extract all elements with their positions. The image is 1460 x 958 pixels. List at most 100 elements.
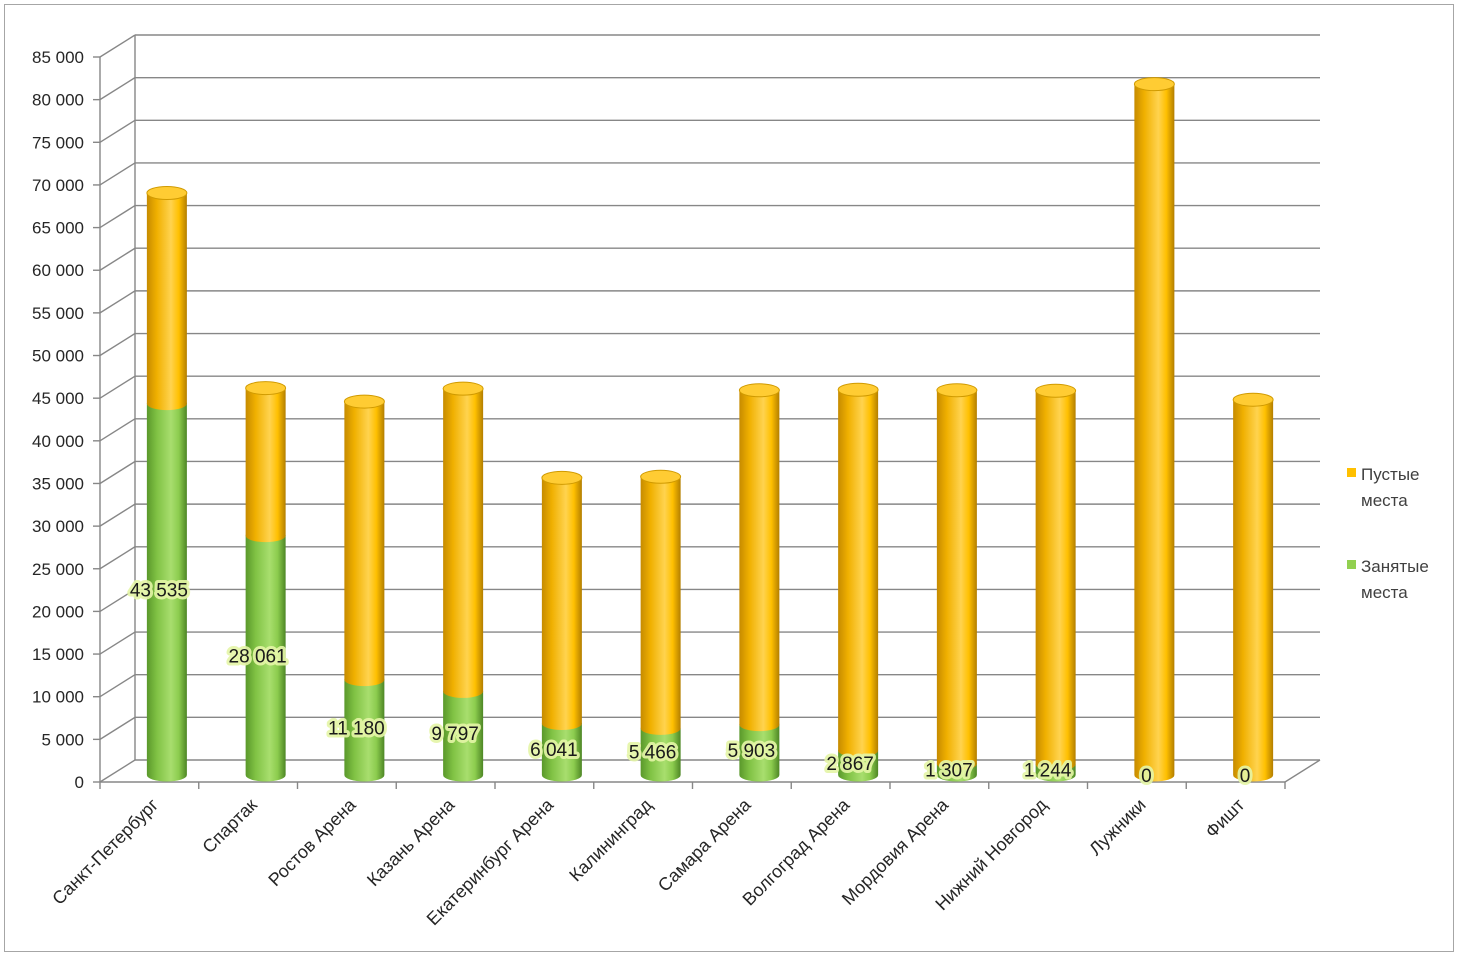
- category-label: Мордовия Арена: [838, 794, 953, 909]
- cylinder-6: [640, 469, 682, 782]
- cylinder-top-cap: [442, 381, 484, 396]
- side-wall-gridline: [99, 716, 136, 740]
- y-tick-label: 25 000: [32, 560, 84, 579]
- data-label: 6 041: [530, 740, 578, 761]
- y-tick-label: 80 000: [32, 91, 84, 110]
- side-wall-gridline: [99, 204, 136, 229]
- category-label: Калининград: [565, 794, 656, 885]
- side-wall-gridline: [99, 631, 136, 655]
- legend-item-empty-seats: Пустые места: [1347, 462, 1441, 514]
- side-wall-gridline: [99, 674, 136, 698]
- bar-segment-empty: [146, 186, 187, 411]
- data-labels: 43 535 28 061 11 180 9 797 6 041 5 466 5 903 2 …: [127, 577, 1254, 790]
- bar-segment-empty: [344, 395, 385, 687]
- y-tick-label: 55 000: [32, 304, 84, 323]
- cylinder-3: [343, 394, 385, 782]
- bar-segment-empty: [245, 381, 286, 543]
- floor-right-edge: [1284, 759, 1321, 783]
- category-label: Фишт: [1201, 795, 1248, 842]
- bar-segment-empty: [1134, 77, 1175, 782]
- y-tick-label: 0: [75, 773, 84, 792]
- legend-label-empty-seats: Пустые места: [1361, 465, 1420, 510]
- side-wall-gridline: [99, 247, 136, 271]
- legend-swatch-occupied-seats: [1347, 560, 1356, 569]
- cylinder-top-cap: [245, 381, 287, 396]
- y-tick-label: 5 000: [41, 730, 84, 749]
- cylinder-11: [1133, 77, 1175, 782]
- side-wall-gridline: [99, 162, 136, 186]
- cylinders: [146, 77, 1274, 782]
- data-label: 0: [1240, 766, 1251, 787]
- side-wall-gridline: [99, 290, 136, 314]
- category-label: Спартак: [198, 795, 261, 858]
- side-wall-gridline: [99, 119, 136, 143]
- data-label: 2 867: [826, 754, 874, 775]
- y-tick-label: 10 000: [32, 688, 84, 707]
- category-label: Казань Арена: [363, 794, 459, 890]
- cylinder-top-cap: [343, 394, 385, 409]
- y-axis-labels: 0 5 000 10 000 15 000 20 000 25 000 30 000 35 0…: [32, 48, 84, 792]
- cylinder-top-cap: [837, 382, 879, 397]
- y-tick-label: 60 000: [32, 261, 84, 280]
- y-tick-label: 50 000: [32, 347, 84, 366]
- side-wall-gridline: [99, 546, 136, 570]
- side-wall-gridline: [99, 34, 136, 58]
- y-tick-label: 30 000: [32, 517, 84, 536]
- y-tick-label: 75 000: [32, 133, 84, 152]
- cylinder-top-cap: [640, 469, 682, 484]
- category-label: Нижний Новгород: [931, 794, 1051, 914]
- y-tick-label: 45 000: [32, 389, 84, 408]
- cylinder-top-cap: [1035, 383, 1077, 398]
- cylinder-4: [442, 381, 484, 782]
- bar-segment-empty: [541, 471, 582, 730]
- cylinder-8: [837, 382, 879, 782]
- bar-segment-empty: [838, 383, 879, 758]
- cylinder-5: [541, 470, 583, 782]
- cylinder-2: [245, 381, 287, 782]
- data-label: 9 797: [431, 724, 479, 745]
- data-label: 1 244: [1024, 761, 1072, 782]
- cylinder-top-cap: [1232, 392, 1274, 407]
- cylinder-top-cap: [1133, 77, 1175, 92]
- y-tick-label: 85 000: [32, 48, 84, 67]
- y-tick-label: 70 000: [32, 176, 84, 195]
- side-wall-gridline: [99, 588, 136, 613]
- bar-segment-empty: [443, 382, 484, 698]
- category-labels: Санкт-Петербург Спартак Ростов Арена Казань…: [48, 794, 1248, 929]
- data-label: 11 180: [328, 718, 385, 739]
- side-wall-gridline: [99, 503, 136, 527]
- data-label: 5 466: [629, 743, 677, 764]
- bar-segment-occupied: [640, 721, 681, 782]
- cylinder-top-cap: [146, 185, 188, 200]
- bar-segment-occupied: [344, 673, 385, 782]
- gridlines: [99, 34, 1320, 783]
- cylinder-top-cap: [541, 470, 583, 485]
- y-tick-label: 65 000: [32, 219, 84, 238]
- bar-segment-empty: [1233, 393, 1274, 782]
- side-wall-gridline: [99, 759, 136, 783]
- data-label: 0: [1141, 766, 1152, 787]
- bar-segment-occupied: [443, 684, 484, 782]
- bar-segment-occupied: [146, 397, 187, 782]
- category-label: Волгоград Арена: [739, 794, 855, 910]
- chart-frame: [4, 4, 1454, 952]
- axes: [93, 35, 1321, 789]
- legend-item-occupied-seats: Занятые места: [1347, 554, 1441, 606]
- bar-segment-occupied: [739, 718, 780, 782]
- cylinder-1: [146, 185, 188, 782]
- y-tick-label: 20 000: [32, 602, 84, 621]
- bar-segment-empty: [739, 383, 780, 732]
- side-wall-gridline: [99, 77, 136, 101]
- cylinder-top-cap: [936, 383, 978, 398]
- cylinder-top-cap: [738, 383, 780, 398]
- bar-segment-occupied: [245, 529, 286, 782]
- data-label: 43 535: [130, 580, 188, 601]
- data-label: 5 903: [728, 741, 776, 762]
- cylinder-7: [738, 383, 780, 782]
- bar-segment-empty: [640, 470, 681, 735]
- cylinder-9: [936, 383, 978, 782]
- bar-segment-empty: [936, 383, 977, 771]
- side-wall-gridline: [99, 375, 136, 399]
- data-label: 28 061: [229, 646, 287, 667]
